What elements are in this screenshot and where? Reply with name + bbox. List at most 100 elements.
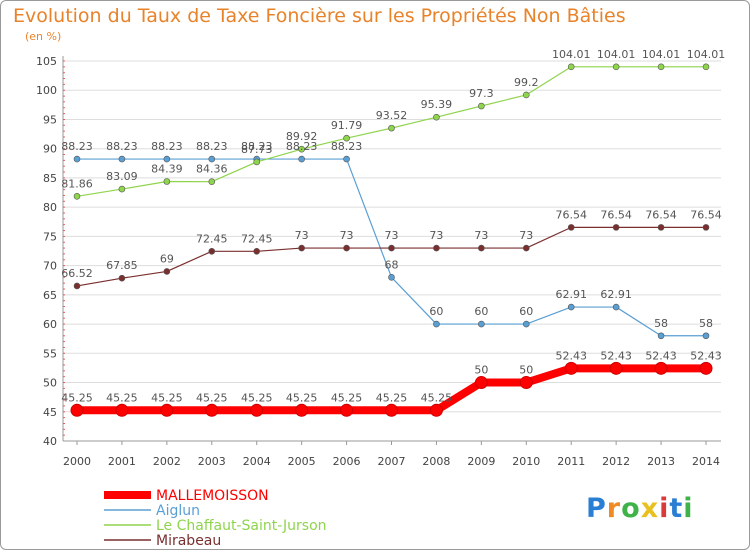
y-tick-label: 45 <box>43 406 57 419</box>
y-tick-label: 70 <box>43 260 57 273</box>
data-point <box>519 376 533 390</box>
data-label: 45.25 <box>151 391 183 404</box>
data-point <box>298 145 305 153</box>
axes: 40 45 50 55 60 65 70 75 80 85 90 95 100 105 2000 2001 20… <box>36 55 721 468</box>
data-label: 76.54 <box>690 208 722 221</box>
data-label: 45.25 <box>376 391 408 404</box>
data-label: 45.25 <box>196 391 228 404</box>
data-label: 66.52 <box>61 267 93 280</box>
data-point <box>474 376 488 390</box>
x-tick-label: 2005 <box>288 455 316 468</box>
series-line-le-chaffaut-saint-jurson <box>76 66 707 197</box>
x-tick-label: 2013 <box>647 455 675 468</box>
data-point <box>612 303 620 311</box>
data-point <box>208 178 216 185</box>
chart-title: Evolution du Taux de Taxe Foncière sur l… <box>13 5 626 27</box>
logo-letter: i <box>683 493 694 524</box>
data-label: 76.54 <box>555 208 587 221</box>
data-label: 45.25 <box>421 391 453 404</box>
data-label: 88.23 <box>286 140 318 153</box>
data-point <box>433 113 440 121</box>
data-point <box>298 244 305 252</box>
data-label: 93.52 <box>376 109 408 122</box>
legend-entry: MALLEMOISSON <box>156 488 269 504</box>
y-tick-label: 85 <box>43 172 57 185</box>
data-label: 73 <box>519 229 533 242</box>
data-label: 84.36 <box>196 163 228 176</box>
data-label: 83.09 <box>106 170 138 183</box>
data-label: 62.91 <box>555 288 587 301</box>
data-label: 60 <box>429 305 443 318</box>
y-tick-label: 65 <box>43 289 57 302</box>
data-labels-layer: 88.23 88.23 88.23 88.23 88.23 88.23 88.23 68 60 6… <box>61 48 725 405</box>
data-point <box>478 244 485 252</box>
data-label: 67.85 <box>106 259 138 272</box>
data-point <box>654 361 668 375</box>
data-point <box>160 403 174 417</box>
data-label: 68 <box>385 258 399 271</box>
data-label: 72.45 <box>196 232 228 245</box>
data-point <box>522 91 530 99</box>
data-label: 73 <box>474 229 488 242</box>
data-label: 45.25 <box>286 391 318 404</box>
logo-letter: i <box>659 493 670 524</box>
x-tick-label: 2009 <box>467 455 495 468</box>
data-label: 104.01 <box>552 48 591 61</box>
data-point <box>295 403 309 417</box>
data-point <box>433 244 440 252</box>
data-point <box>478 320 485 328</box>
x-tick-label: 2010 <box>512 455 540 468</box>
data-label: 50 <box>519 364 533 377</box>
data-point <box>657 224 665 231</box>
data-point <box>205 403 219 417</box>
y-tick-label: 75 <box>43 230 57 243</box>
data-point <box>250 403 264 417</box>
data-label: 60 <box>474 305 488 318</box>
x-tick-label: 2004 <box>243 455 271 468</box>
data-point <box>298 155 305 163</box>
data-point <box>343 134 350 142</box>
data-point <box>385 403 398 417</box>
data-point <box>73 192 81 200</box>
legend-entry: Mirabeau <box>156 533 221 549</box>
data-point <box>429 403 443 417</box>
legend-entry: Le Chaffaut-Saint-Jurson <box>156 518 327 534</box>
y-tick-label: 90 <box>43 143 57 156</box>
data-point <box>657 332 665 340</box>
data-label: 73 <box>385 229 399 242</box>
data-point <box>567 63 575 71</box>
data-point <box>612 224 620 231</box>
data-point <box>564 361 578 375</box>
data-label: 52.43 <box>555 349 587 362</box>
y-tick-label: 80 <box>43 201 57 214</box>
data-point <box>208 247 216 255</box>
data-point <box>388 244 395 252</box>
data-label: 45.25 <box>106 391 138 404</box>
y-tick-label: 105 <box>36 55 57 68</box>
x-tick-label: 2012 <box>602 455 630 468</box>
data-point <box>702 63 710 71</box>
data-point <box>73 282 81 290</box>
data-label: 104.01 <box>687 48 726 61</box>
data-label: 95.39 <box>421 98 453 111</box>
data-point <box>163 178 171 185</box>
data-label: 97.3 <box>469 87 494 100</box>
data-point <box>567 224 575 231</box>
x-tick-label: 2007 <box>378 455 406 468</box>
data-label: 73 <box>295 229 309 242</box>
y-tick-label: 60 <box>43 318 57 331</box>
x-tick-label: 2001 <box>108 455 136 468</box>
data-label: 52.43 <box>690 349 722 362</box>
data-point <box>609 361 623 375</box>
data-label: 89.92 <box>286 130 318 143</box>
data-label: 104.01 <box>597 48 636 61</box>
x-tick-label: 2011 <box>557 455 585 468</box>
data-label: 88.23 <box>196 140 228 153</box>
logo-letter: r <box>606 493 622 524</box>
legend-entry: Aiglun <box>156 503 200 519</box>
data-label: 72.45 <box>241 232 273 245</box>
data-label: 73 <box>429 229 443 242</box>
data-label: 88.23 <box>106 140 138 153</box>
